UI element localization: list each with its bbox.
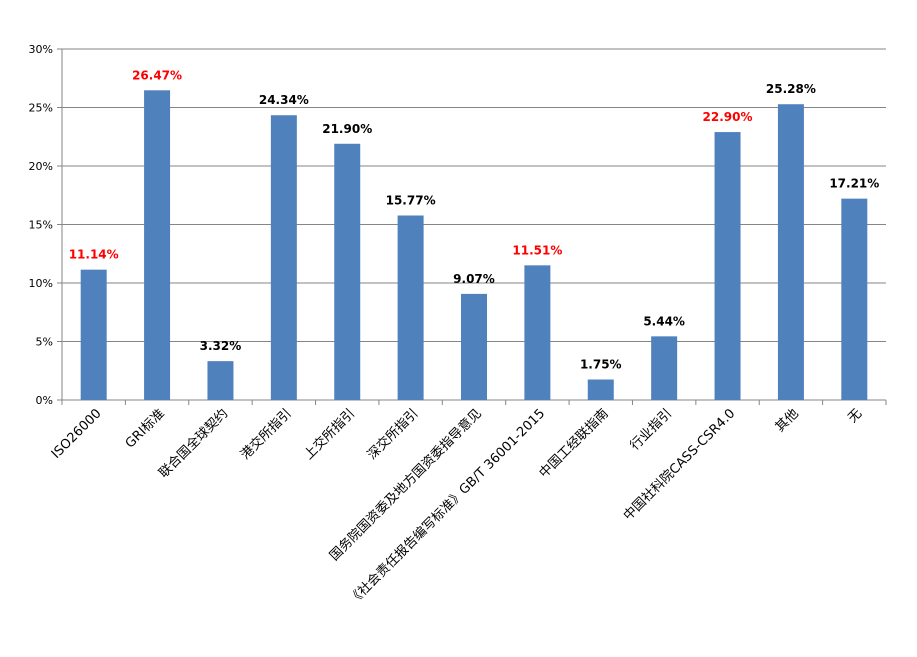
bar <box>841 198 868 400</box>
bar <box>777 104 804 400</box>
data-label: 1.75% <box>580 358 622 372</box>
data-label: 9.07% <box>453 272 495 286</box>
y-tick-label: 15% <box>29 219 53 232</box>
data-label: 15.77% <box>386 193 436 207</box>
x-tick-label: 中国社科院CASS-CSR4.0 <box>620 406 738 524</box>
x-tick-label: 上交所指引 <box>301 406 358 463</box>
bar <box>334 143 361 400</box>
bar <box>651 336 678 400</box>
x-tick-label: 其他 <box>773 406 802 435</box>
data-label: 11.51% <box>512 243 562 257</box>
data-label: 21.90% <box>322 122 372 136</box>
data-label: 22.90% <box>703 110 753 124</box>
bar <box>397 215 424 400</box>
bar <box>461 293 487 400</box>
y-tick-label: 0% <box>36 394 53 407</box>
x-tick-label: 无 <box>845 406 865 426</box>
y-tick-label: 20% <box>29 160 53 173</box>
y-tick-label: 5% <box>36 336 53 349</box>
data-label: 3.32% <box>200 339 242 353</box>
x-tick-label: 行业指引 <box>628 406 675 453</box>
y-tick-label: 30% <box>29 43 53 56</box>
data-label: 11.14% <box>69 248 119 262</box>
data-label: 24.34% <box>259 93 309 107</box>
bar <box>587 379 614 400</box>
data-label: 17.21% <box>829 177 879 191</box>
data-label: 26.47% <box>132 68 182 82</box>
data-label: 25.28% <box>766 82 816 96</box>
bar <box>207 361 234 400</box>
bar <box>270 115 297 401</box>
y-tick-label: 25% <box>29 102 53 115</box>
x-tick-label: 港交所指引 <box>237 406 294 463</box>
x-tick-label: GRI标准 <box>123 406 168 451</box>
x-tick-label: ISO26000 <box>49 406 105 462</box>
data-label: 5.44% <box>643 314 685 328</box>
bar <box>524 265 551 400</box>
x-tick-label: 深交所指引 <box>364 406 421 463</box>
bar <box>144 90 171 401</box>
bar <box>80 269 107 400</box>
y-tick-label: 10% <box>29 277 53 290</box>
bar <box>714 132 741 400</box>
